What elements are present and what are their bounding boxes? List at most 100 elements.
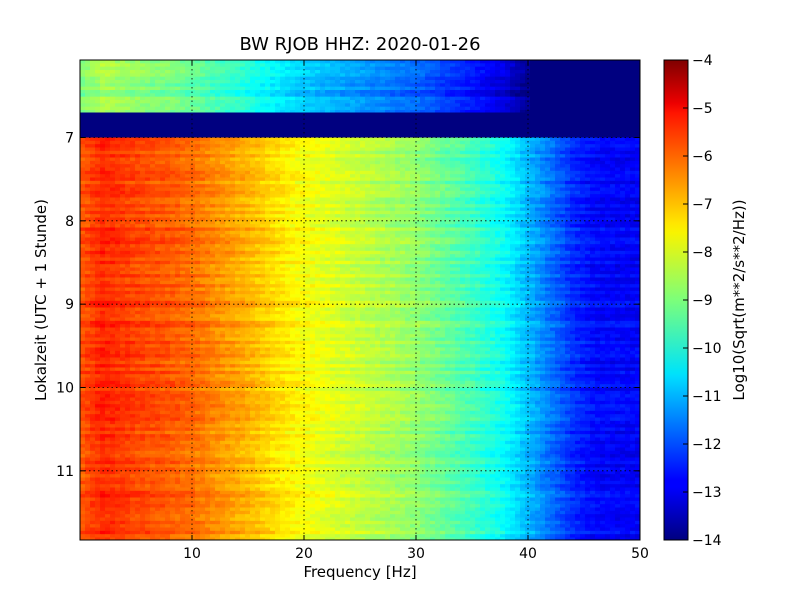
heatmap-cell bbox=[365, 106, 371, 111]
heatmap-cell bbox=[370, 110, 376, 114]
heatmap-cell bbox=[200, 86, 206, 91]
heatmap-cell bbox=[285, 80, 291, 84]
heatmap-cell bbox=[220, 93, 226, 98]
heatmap-cell bbox=[385, 90, 391, 94]
heatmap-cell bbox=[535, 86, 541, 91]
heatmap-cell bbox=[590, 83, 596, 88]
heatmap-cell bbox=[190, 96, 196, 101]
heatmap-cell bbox=[260, 112, 266, 117]
heatmap-cell bbox=[530, 93, 536, 98]
heatmap-cell bbox=[405, 76, 411, 81]
heatmap-cell bbox=[585, 73, 591, 78]
heatmap-cell bbox=[370, 66, 376, 71]
heatmap-cell bbox=[135, 106, 141, 111]
heatmap-cell bbox=[320, 76, 326, 81]
heatmap-cell bbox=[400, 73, 406, 78]
heatmap-cell bbox=[530, 83, 536, 88]
heatmap-cell bbox=[115, 60, 121, 64]
heatmap-cell bbox=[570, 103, 576, 108]
heatmap-cell bbox=[365, 93, 371, 98]
heatmap-cell bbox=[340, 112, 346, 117]
heatmap-cell bbox=[490, 100, 496, 104]
heatmap-cell bbox=[250, 110, 256, 114]
heatmap-cell bbox=[475, 70, 481, 74]
heatmap-cell bbox=[625, 96, 631, 101]
heatmap-cell bbox=[580, 93, 586, 98]
heatmap-cell bbox=[125, 106, 131, 111]
heatmap-cell bbox=[230, 63, 236, 68]
heatmap-cell bbox=[430, 86, 436, 91]
heatmap-cell bbox=[365, 86, 371, 91]
heatmap-cell bbox=[390, 106, 396, 111]
heatmap-cell bbox=[610, 96, 616, 101]
heatmap-cell bbox=[405, 83, 411, 88]
heatmap-cell bbox=[500, 90, 506, 94]
heatmap-cell bbox=[320, 112, 326, 117]
heatmap-cell bbox=[335, 60, 341, 64]
heatmap-cell bbox=[260, 106, 266, 111]
heatmap-cell bbox=[470, 83, 476, 88]
heatmap-cell bbox=[350, 103, 356, 108]
heatmap-cell bbox=[380, 66, 386, 71]
heatmap-cell bbox=[375, 66, 381, 71]
heatmap-cell bbox=[360, 60, 366, 64]
heatmap-cell bbox=[275, 103, 281, 108]
heatmap-cell bbox=[240, 93, 246, 98]
heatmap-cell bbox=[320, 90, 326, 94]
heatmap-cell bbox=[305, 93, 311, 98]
heatmap-cell bbox=[280, 70, 286, 74]
heatmap-cell bbox=[200, 106, 206, 111]
heatmap-cell bbox=[195, 70, 201, 74]
heatmap-cell bbox=[355, 103, 361, 108]
heatmap-cell bbox=[495, 86, 501, 91]
heatmap-cell bbox=[580, 106, 586, 111]
heatmap-cell bbox=[425, 106, 431, 111]
heatmap-cell bbox=[170, 103, 176, 108]
heatmap-cell bbox=[175, 80, 181, 84]
heatmap-cell bbox=[265, 96, 271, 101]
heatmap-cell bbox=[585, 70, 591, 74]
heatmap-cell bbox=[570, 86, 576, 91]
heatmap-cell bbox=[385, 80, 391, 84]
heatmap-cell bbox=[360, 76, 366, 81]
heatmap-cell bbox=[420, 100, 426, 104]
heatmap-cell bbox=[390, 73, 396, 78]
heatmap-cell bbox=[235, 100, 241, 104]
heatmap-cell bbox=[155, 110, 161, 114]
heatmap-cell bbox=[175, 96, 181, 101]
heatmap-cell bbox=[290, 106, 296, 111]
heatmap-cell bbox=[180, 96, 186, 101]
heatmap-cell bbox=[260, 80, 266, 84]
heatmap-cell bbox=[355, 90, 361, 94]
heatmap-cell bbox=[205, 86, 211, 91]
heatmap-cell bbox=[385, 63, 391, 68]
heatmap-cell bbox=[415, 96, 421, 101]
heatmap-cell bbox=[625, 106, 631, 111]
heatmap-cell bbox=[300, 93, 306, 98]
heatmap-cell bbox=[90, 103, 96, 108]
heatmap-cell bbox=[395, 60, 401, 64]
heatmap-cell bbox=[585, 86, 591, 91]
heatmap-cell bbox=[340, 86, 346, 91]
heatmap-cell bbox=[145, 90, 151, 94]
heatmap-cell bbox=[370, 76, 376, 81]
heatmap-cell bbox=[500, 83, 506, 88]
heatmap-cell bbox=[330, 66, 336, 71]
heatmap-cell bbox=[115, 103, 121, 108]
heatmap-cell bbox=[420, 96, 426, 101]
heatmap-cell bbox=[140, 86, 146, 91]
heatmap-cell bbox=[430, 106, 436, 111]
heatmap-cell bbox=[445, 60, 451, 64]
heatmap-cell bbox=[470, 73, 476, 78]
heatmap-cell bbox=[195, 86, 201, 91]
heatmap-cell bbox=[260, 76, 266, 81]
heatmap-cell bbox=[600, 93, 606, 98]
heatmap-cell bbox=[185, 90, 191, 94]
heatmap-cell bbox=[125, 103, 131, 108]
heatmap-cell bbox=[80, 110, 86, 114]
heatmap-cells bbox=[80, 60, 640, 540]
heatmap-cell bbox=[395, 90, 401, 94]
heatmap-cell bbox=[320, 96, 326, 101]
heatmap-cell bbox=[215, 106, 221, 111]
heatmap-cell bbox=[135, 76, 141, 81]
